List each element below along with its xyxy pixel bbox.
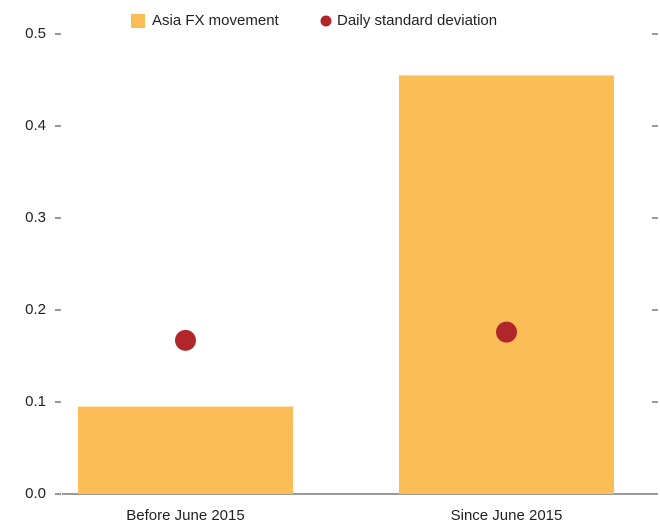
y-tick-label: 0.2 (25, 301, 46, 318)
x-tick-label: Before June 2015 (126, 507, 244, 524)
y-tick-label: 0.3 (25, 209, 46, 226)
y-tick-label: 0.1 (25, 393, 46, 410)
legend-swatch (131, 14, 145, 28)
legend-swatch (320, 15, 332, 27)
y-tick-label: 0.5 (25, 25, 46, 42)
dot (175, 329, 196, 351)
bar (399, 75, 614, 495)
legend-label: Daily standard deviation (337, 12, 497, 29)
y-tick-label: 0.0 (25, 485, 46, 502)
bar (78, 406, 293, 494)
dot (496, 321, 517, 343)
x-tick-label: Since June 2015 (451, 507, 563, 524)
y-tick-label: 0.4 (25, 117, 46, 134)
legend-label: Asia FX movement (152, 12, 280, 29)
